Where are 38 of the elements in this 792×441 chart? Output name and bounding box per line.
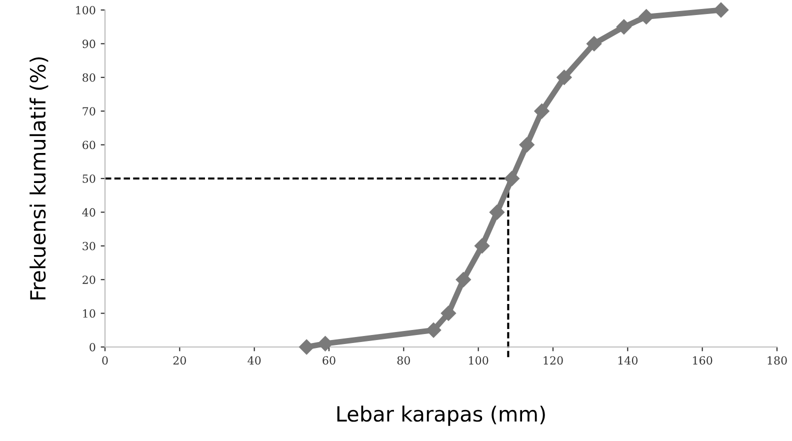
point <box>318 336 333 352</box>
x-tick-label: 140 <box>618 356 638 365</box>
y-tick-label: 0 <box>90 342 96 352</box>
point <box>474 238 490 254</box>
y-tick-label: 70 <box>82 107 96 116</box>
point <box>456 272 471 288</box>
x-tick-label: 60 <box>322 356 336 365</box>
x-tick-label: 100 <box>469 356 488 365</box>
point <box>440 306 456 321</box>
x-tick-label: 0 <box>102 356 108 365</box>
y-axis-title: Frekuensi kumulatif (%) <box>30 57 48 300</box>
x-tick-label: 120 <box>544 356 563 365</box>
point <box>426 322 442 338</box>
y-tick-label: 60 <box>82 140 96 150</box>
x-tick-label: 180 <box>768 356 787 365</box>
x-tick-label: 40 <box>248 356 261 365</box>
point <box>616 19 632 34</box>
point <box>504 170 520 186</box>
point <box>638 9 654 24</box>
point <box>519 137 534 152</box>
y-tick-label: 90 <box>82 40 96 48</box>
x-tick-label: 20 <box>173 356 186 365</box>
y-tick-label: 40 <box>82 208 96 217</box>
x-tick-label: 160 <box>693 356 712 365</box>
y-tick-label: 50 <box>82 174 96 183</box>
y-tick-label: 30 <box>82 242 96 250</box>
point <box>534 104 550 119</box>
point <box>586 36 602 52</box>
point <box>713 2 729 18</box>
y-tick-label: 20 <box>82 276 96 284</box>
point <box>489 204 505 220</box>
y-tick-label: 10 <box>83 309 96 318</box>
point <box>299 339 314 355</box>
x-axis-title: Lebar karapas (mm) <box>337 406 545 426</box>
y-tick-label: 100 <box>76 6 96 14</box>
y-tick-label: 80 <box>82 73 96 82</box>
point <box>556 70 572 85</box>
x-tick-label: 80 <box>397 356 410 365</box>
